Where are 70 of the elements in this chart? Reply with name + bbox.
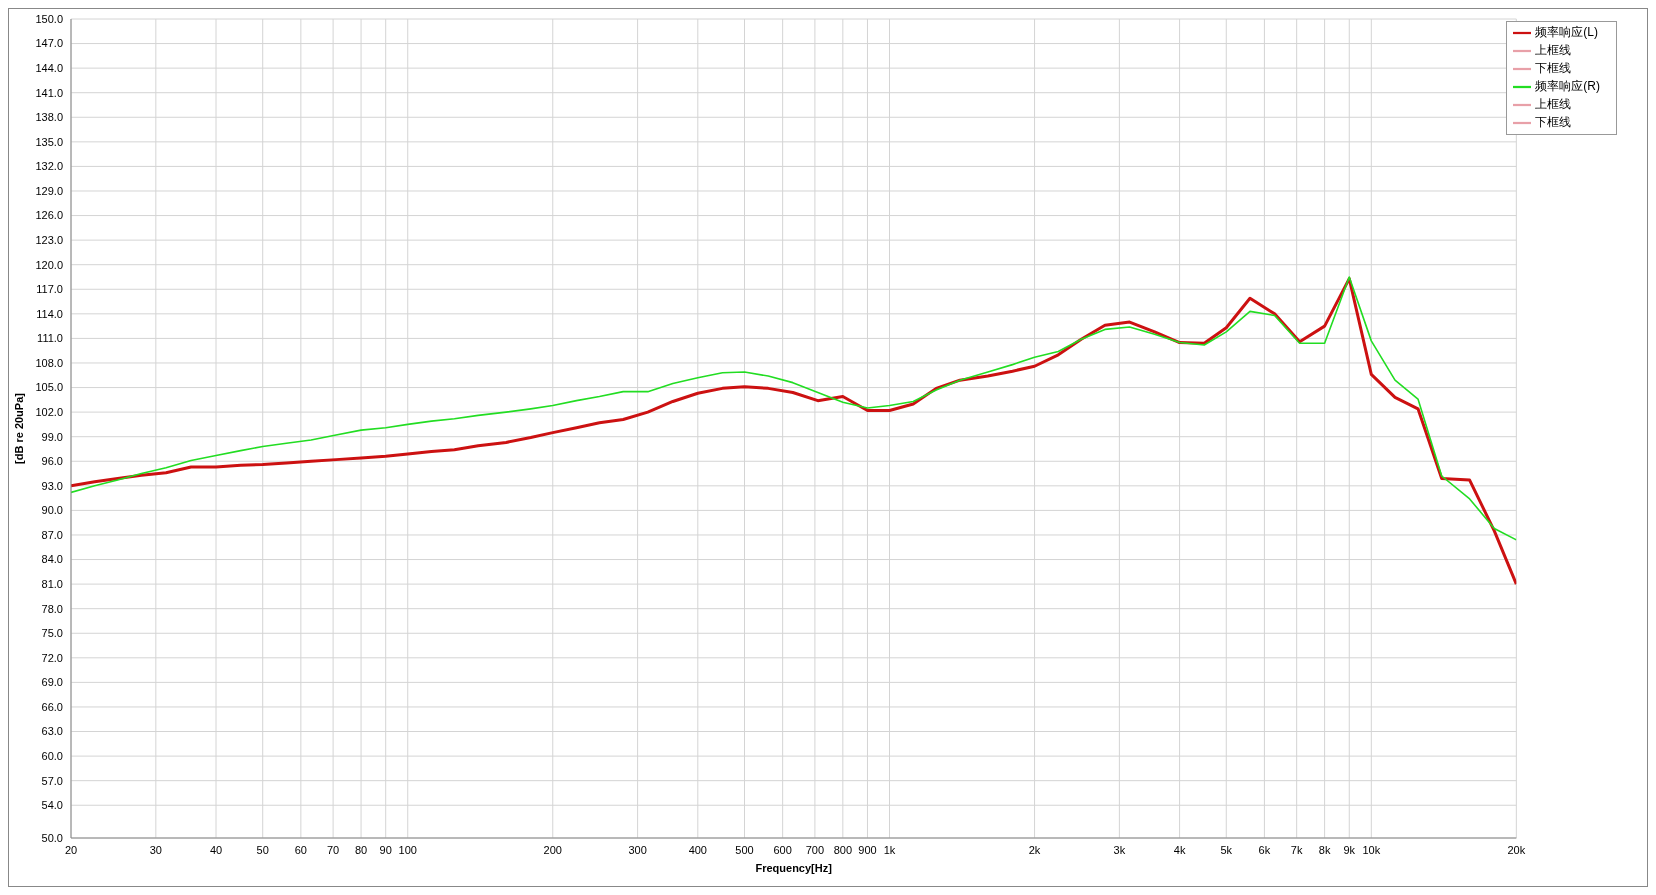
x-tick-label: 400	[688, 843, 707, 856]
y-tick-label: 117.0	[36, 283, 63, 296]
x-tick-label: 900	[858, 843, 877, 856]
y-tick-label: 81.0	[41, 578, 63, 591]
y-tick-label: 54.0	[41, 799, 63, 812]
y-tick-label: 84.0	[41, 553, 63, 566]
legend-label: 频率响应(R)	[1535, 79, 1600, 94]
y-tick-label: 147.0	[35, 37, 63, 50]
legend-label: 频率响应(L)	[1535, 25, 1598, 40]
y-tick-label: 150.0	[35, 12, 63, 25]
x-tick-label: 40	[209, 843, 223, 856]
y-tick-label: 69.0	[41, 676, 63, 689]
x-axis-title: Frequency[Hz]	[755, 862, 833, 874]
x-tick-label: 800	[833, 843, 853, 856]
y-tick-label: 102.0	[35, 406, 63, 419]
y-tick-label: 120.0	[35, 258, 63, 271]
y-tick-label: 135.0	[35, 135, 63, 148]
y-tick-label: 60.0	[41, 750, 63, 763]
y-tick-label: 132.0	[35, 160, 63, 173]
x-tick-label: 10k	[1362, 843, 1381, 856]
x-tick-label: 1k	[883, 843, 896, 856]
x-tick-label: 300	[628, 843, 647, 856]
y-tick-label: 99.0	[41, 430, 63, 443]
y-tick-label: 66.0	[41, 700, 63, 713]
x-tick-label: 20	[64, 843, 78, 856]
x-tick-label: 7k	[1290, 843, 1303, 856]
legend-label: 上框线	[1535, 43, 1572, 58]
y-tick-label: 105.0	[35, 381, 63, 394]
y-tick-label: 126.0	[35, 209, 63, 222]
y-tick-label: 57.0	[41, 774, 63, 787]
legend-label: 下框线	[1535, 61, 1572, 76]
y-tick-label: 72.0	[41, 651, 63, 664]
x-tick-label: 700	[805, 843, 825, 856]
x-tick-label: 80	[354, 843, 368, 856]
y-tick-label: 50.0	[41, 831, 63, 844]
x-tick-label: 4k	[1173, 843, 1186, 856]
y-tick-label: 93.0	[41, 479, 63, 492]
x-tick-label: 60	[294, 843, 307, 856]
y-tick-label: 144.0	[35, 62, 63, 75]
y-tick-label: 87.0	[41, 528, 63, 541]
x-tick-label: 50	[256, 843, 269, 856]
legend-label: 下框线	[1535, 115, 1572, 130]
y-axis-title: [dB re 20uPa]	[12, 392, 25, 464]
x-tick-label: 2k	[1028, 843, 1041, 856]
x-tick-label: 3k	[1113, 843, 1126, 856]
x-tick-label: 70	[326, 843, 340, 856]
y-tick-label: 63.0	[41, 725, 63, 738]
y-tick-label: 108.0	[35, 356, 63, 369]
x-tick-label: 100	[398, 843, 417, 856]
y-tick-label: 78.0	[41, 602, 63, 615]
y-tick-label: 123.0	[35, 234, 63, 247]
x-tick-label: 6k	[1258, 843, 1271, 856]
x-tick-label: 500	[735, 843, 754, 856]
x-tick-label: 9k	[1343, 843, 1356, 856]
x-tick-label: 20k	[1507, 843, 1526, 856]
y-tick-label: 75.0	[41, 627, 63, 640]
x-tick-label: 200	[543, 843, 562, 856]
y-tick-label: 138.0	[35, 111, 63, 124]
x-tick-label: 8k	[1318, 843, 1331, 856]
x-tick-label: 90	[379, 843, 392, 856]
legend-label: 上框线	[1535, 97, 1572, 112]
y-tick-label: 129.0	[35, 184, 63, 197]
y-tick-label: 141.0	[35, 86, 63, 99]
y-tick-label: 90.0	[41, 504, 63, 517]
y-tick-label: 114.0	[36, 307, 63, 320]
y-tick-label: 96.0	[41, 455, 63, 468]
x-tick-label: 30	[149, 843, 162, 856]
y-tick-label: 111.0	[37, 332, 63, 345]
x-tick-label: 5k	[1220, 843, 1233, 856]
x-tick-label: 600	[773, 843, 792, 856]
